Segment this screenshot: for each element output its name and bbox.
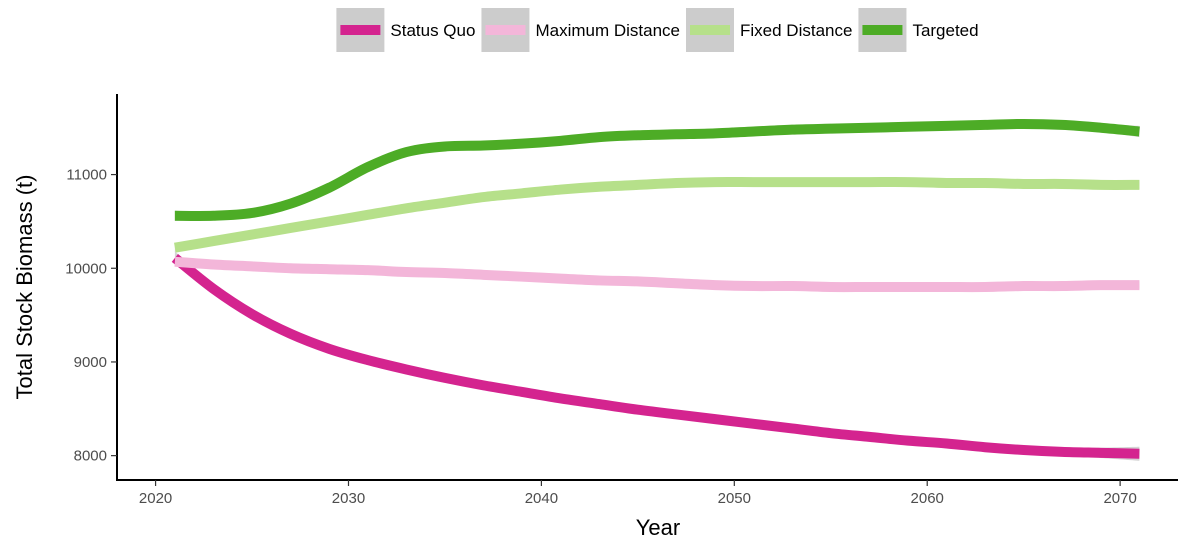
legend-key-swatch — [690, 25, 730, 35]
x-tick-label: 2020 — [139, 490, 172, 507]
legend-item-status-quo: Status Quo — [336, 8, 475, 52]
x-tick-label: 2040 — [525, 490, 558, 507]
legend-key-swatch — [485, 25, 526, 35]
x-tick-label: 2060 — [911, 490, 944, 507]
y-tick-label: 9000 — [74, 354, 107, 371]
x-tick-label: 2070 — [1103, 490, 1136, 507]
y-axis-ticks: 8000 9000 10000 11000 — [65, 167, 117, 465]
line-targeted — [174, 118, 1140, 222]
y-axis-title: Total Stock Biomass (t) — [12, 175, 37, 400]
legend-key-swatch — [340, 25, 381, 35]
legend: Status Quo Maximum Distance Fixed Distance… — [336, 8, 979, 52]
y-tick-label: 10000 — [65, 260, 107, 277]
y-tick-label: 11000 — [66, 167, 107, 184]
legend-label: Maximum Distance — [535, 21, 680, 40]
legend-label: Status Quo — [390, 21, 475, 40]
legend-label: Fixed Distance — [740, 21, 852, 40]
line-status-quo — [171, 254, 1140, 459]
legend-item-fixed-distance: Fixed Distance — [686, 8, 852, 52]
legend-item-maximum-distance: Maximum Distance — [481, 8, 680, 52]
legend-label: Targeted — [912, 21, 978, 40]
line-fixed-distance — [174, 176, 1140, 253]
x-axis-title: Year — [636, 515, 680, 540]
series-lines — [171, 118, 1140, 459]
x-tick-label: 2030 — [332, 490, 365, 507]
y-tick-label: 8000 — [74, 448, 107, 465]
x-tick-label: 2050 — [718, 490, 751, 507]
legend-key-swatch — [862, 25, 903, 35]
legend-item-targeted: Targeted — [858, 8, 979, 52]
line-maximum-distance — [174, 256, 1140, 293]
x-axis-ticks: 2020 2030 2040 2050 2060 2070 — [139, 480, 1137, 507]
